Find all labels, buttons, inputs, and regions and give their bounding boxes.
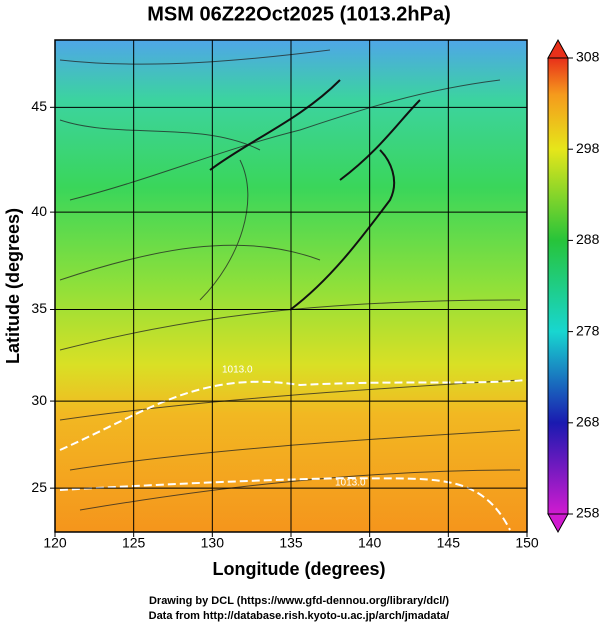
x-tick-label: 150 [515, 535, 539, 551]
colorbar-tick-label: 268 [576, 414, 599, 430]
streamlines [59, 49, 521, 511]
y-tick-label: 30 [31, 392, 47, 408]
x-tick-label: 130 [201, 535, 225, 551]
colorbar-tick-label: 258 [576, 505, 599, 521]
colorbar-tick-label: 278 [576, 322, 599, 338]
x-axis-label: Longitude (degrees) [212, 559, 385, 579]
colorbar-extend-top [547, 38, 569, 59]
footer-line: Drawing by DCL (https://www.gfd-dennou.o… [149, 595, 449, 607]
y-axis-label: Latitude (degrees) [3, 208, 23, 364]
x-tick-label: 125 [122, 535, 146, 551]
y-tick-label: 25 [31, 479, 47, 495]
y-tick-label: 45 [31, 98, 47, 114]
contour-label: 1013.0 [222, 365, 253, 376]
y-tick-label: 35 [31, 300, 47, 316]
colorbar-tick-label: 298 [576, 140, 599, 156]
contour-label: 1013.0 [335, 478, 366, 489]
x-tick-label: 140 [358, 535, 382, 551]
x-tick-label: 145 [437, 535, 461, 551]
colorbar-tick-label: 288 [576, 231, 599, 247]
colorbar-extend-bottom [547, 513, 569, 534]
colorbar-tick-label: 308 [576, 49, 599, 65]
x-tick-label: 120 [43, 535, 67, 551]
footer-line: Data from http://database.rish.kyoto-u.a… [149, 610, 450, 622]
isobar [59, 379, 528, 531]
coastline [209, 79, 421, 311]
colorbar [547, 57, 569, 515]
x-tick-label: 135 [279, 535, 303, 551]
y-tick-label: 40 [31, 203, 47, 219]
title: MSM 06Z22Oct2025 (1013.2hPa) [147, 3, 451, 25]
